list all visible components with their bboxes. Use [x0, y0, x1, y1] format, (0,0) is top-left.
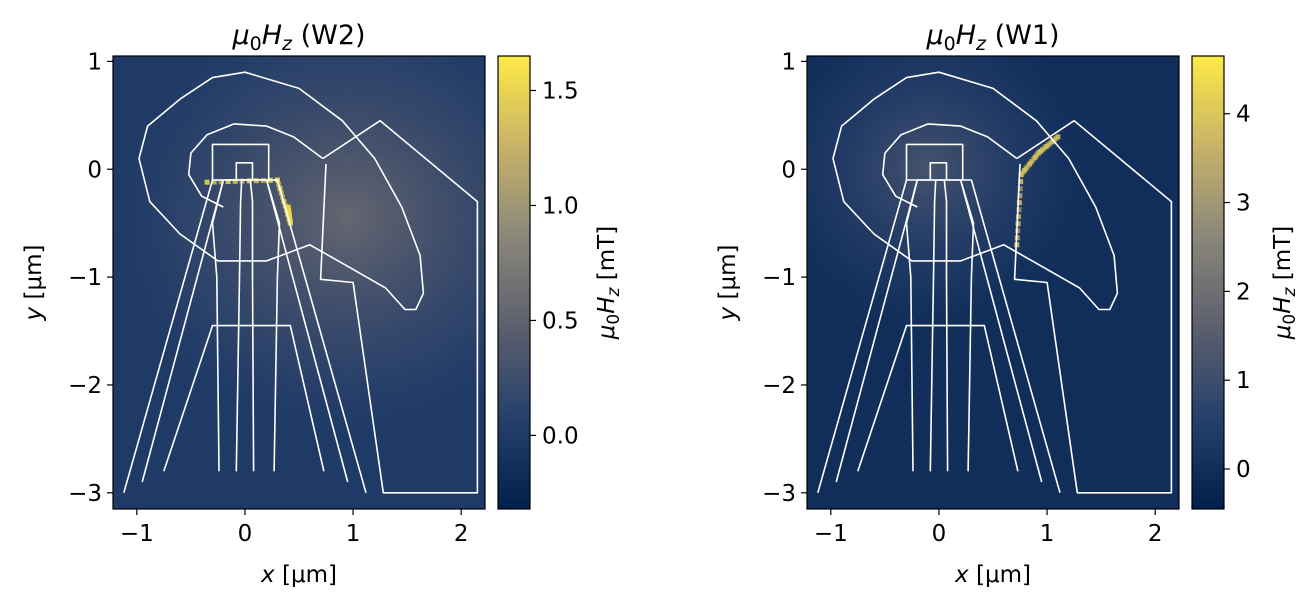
outline-path [138, 71, 425, 311]
hotspot-pixel [1018, 179, 1024, 185]
outline-path [943, 179, 949, 472]
axes-frame [806, 55, 1180, 510]
hotspot-pixel [218, 179, 224, 185]
y-tick-label: −3 [762, 481, 796, 507]
y-tick-label: −2 [762, 373, 796, 399]
outline-path [881, 123, 1018, 208]
outline-path [929, 179, 937, 472]
x-tick-label: 2 [454, 521, 469, 547]
chart-title: μ0Hz (W1) [925, 20, 1059, 55]
axes-frame [112, 55, 486, 510]
x-axis-label: x [μm] [954, 562, 1031, 588]
colorbar-tick-label: 3 [1236, 191, 1251, 217]
outline-path [187, 123, 324, 208]
chart-panel-2: −1 0 1 2 1 0 −1 −2 −3 μ0Hz (W1) x [μm] y [μm] 4 3 2 1 0 μ… [715, 20, 1300, 588]
geometry-outlines [123, 71, 479, 494]
y-tick-label: −1 [68, 265, 102, 291]
colorbar-tick-label: 0.0 [542, 423, 579, 449]
outline-path [835, 179, 1043, 483]
x-tick-label: 0 [932, 521, 947, 547]
x-axis-label: x [μm] [260, 562, 337, 588]
colorbar-tick-label: 4 [1236, 102, 1251, 128]
colorbar-gradient [497, 55, 531, 510]
y-axis-label: y [μm] [21, 245, 47, 322]
x-tick-label: 1 [346, 521, 361, 547]
hotspot-pixel [246, 178, 252, 184]
outline-path [235, 162, 254, 180]
geometry-outlines [817, 71, 1173, 494]
hotspot-pixel [225, 179, 231, 185]
outline-path [265, 179, 281, 472]
outline-path [905, 143, 964, 180]
y-axis-label: y [μm] [715, 245, 741, 322]
colorbar-tick-label: 0 [1236, 457, 1251, 483]
x-tick-label: 2 [1148, 521, 1163, 547]
hotspot-pixel [1017, 186, 1023, 192]
outline-path [959, 179, 975, 472]
y-tick-label: 1 [87, 49, 102, 75]
y-tick-label: 0 [781, 157, 796, 183]
outline-path [857, 324, 1019, 472]
outline-path [141, 179, 349, 483]
colorbar-tick-label: 2 [1236, 279, 1251, 305]
colorbar-tick-label: 1.5 [542, 78, 579, 104]
hotspot-pixel [1016, 207, 1022, 213]
x-tick-label: −1 [814, 521, 848, 547]
outline-path [163, 324, 325, 472]
hotspot-pixel [285, 204, 291, 210]
y-tick-label: −3 [68, 481, 102, 507]
outline-path [905, 179, 919, 472]
x-tick-label: −1 [120, 521, 154, 547]
x-tick-label: 0 [238, 521, 253, 547]
chart-panel-1: −1 0 1 2 1 0 −1 −2 −3 μ0Hz (W2) x [μm] y [μm] 1.5 1.0… [21, 20, 624, 588]
outline-path [319, 119, 479, 494]
hotspot-pixel [232, 178, 238, 184]
outline-path [211, 143, 270, 180]
hotspot-pixel [204, 179, 210, 185]
hotspot-pixel [1017, 193, 1023, 199]
outline-path [211, 179, 225, 472]
colorbar-label: μ0Hz [mT] [594, 226, 624, 340]
y-tick-label: 0 [87, 157, 102, 183]
y-tick-label: −2 [68, 373, 102, 399]
y-tick-label: 1 [781, 49, 796, 75]
chart-title: μ0Hz (W2) [231, 20, 365, 55]
hotspot-pixel [1055, 134, 1061, 140]
colorbar-tick-label: 0.5 [542, 308, 579, 334]
hotspot-pixel [211, 179, 217, 185]
colorbar: 1.5 1.0 0.5 0.0 μ0Hz [mT] [497, 55, 624, 510]
hotspot-pixel [1016, 214, 1022, 220]
hotspot-pixel [1015, 221, 1021, 227]
field-glow [113, 56, 485, 448]
hotspot-pixel [1016, 200, 1022, 206]
outline-path [929, 162, 948, 180]
outline-path [832, 71, 1119, 311]
field-glow [807, 56, 1099, 340]
outline-path [1013, 119, 1173, 494]
outline-path [235, 179, 243, 472]
x-tick-label: 1 [1040, 521, 1055, 547]
colorbar: 4 3 2 1 0 μ0Hz [mT] [1191, 55, 1300, 510]
colorbar-tick-label: 1 [1236, 368, 1251, 394]
y-tick-label: −1 [762, 265, 796, 291]
colorbar-tick-label: 1.0 [542, 193, 579, 219]
colorbar-label: μ0Hz [mT] [1270, 226, 1300, 340]
outline-path [249, 179, 255, 472]
colorbar-gradient [1191, 55, 1225, 510]
